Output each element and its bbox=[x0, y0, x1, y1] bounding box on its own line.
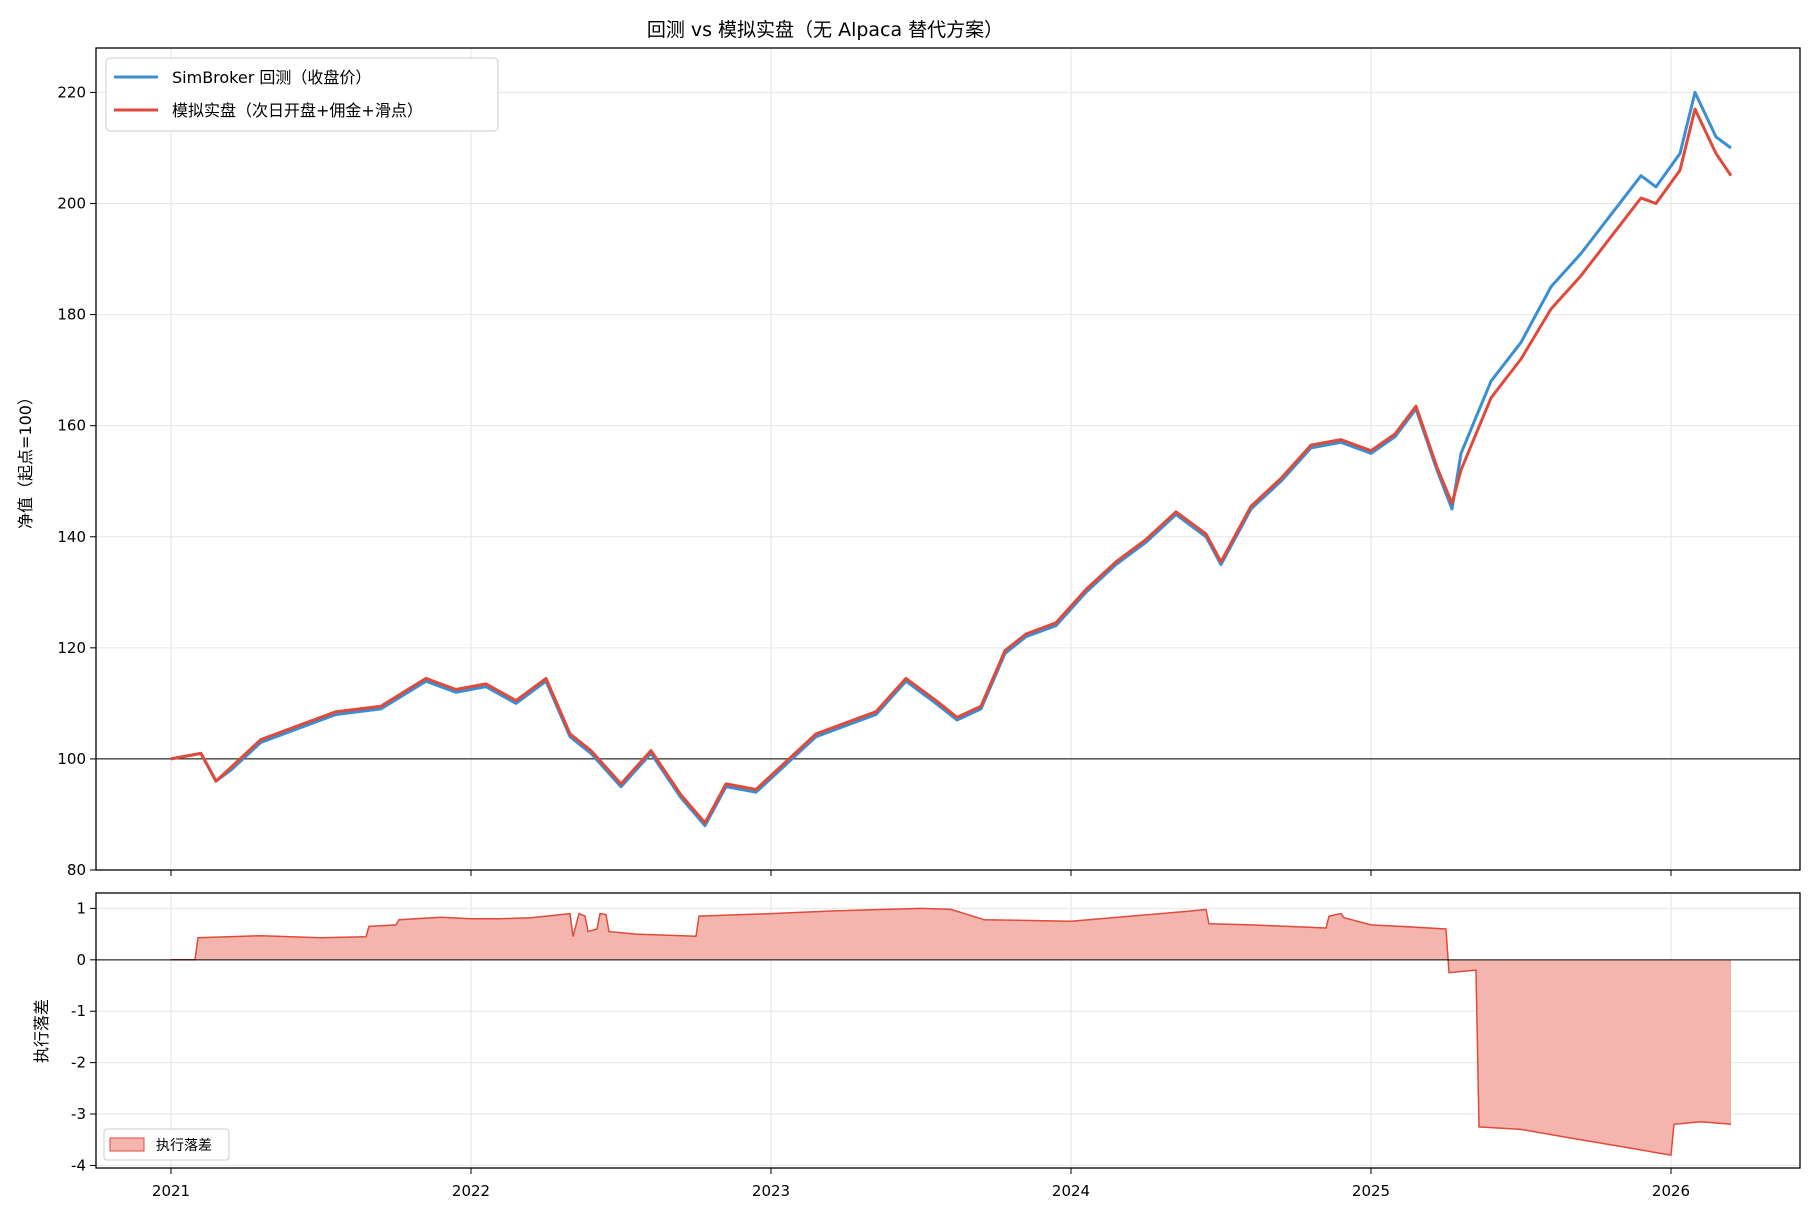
y-tick-label: -4 bbox=[71, 1156, 86, 1174]
y-tick-label: 200 bbox=[57, 195, 86, 213]
top-chart-title: 回测 vs 模拟实盘（无 Alpaca 替代方案） bbox=[647, 19, 1003, 41]
y-tick-label: 140 bbox=[57, 528, 86, 546]
legend-label-backtest: SimBroker 回测（收盘价） bbox=[172, 68, 371, 87]
gap-area-fill bbox=[171, 908, 1731, 1156]
bottom-plot-frame bbox=[95, 892, 1801, 1169]
top-x-axis bbox=[170, 870, 1672, 876]
y-tick-label: 180 bbox=[57, 306, 86, 324]
top-y-axis-label: 净值（起点=100） bbox=[16, 389, 35, 529]
bottom-legend: 执行落差 bbox=[103, 1128, 230, 1161]
top-plot-frame bbox=[95, 47, 1801, 871]
top-series-lines bbox=[170, 90, 1733, 828]
y-tick-label: 80 bbox=[67, 861, 86, 879]
bottom-area bbox=[171, 907, 1732, 1156]
gap-area-line bbox=[171, 907, 1732, 1156]
x-tick-label: 2023 bbox=[752, 1182, 790, 1200]
bottom-y-axis-label: 执行落差 bbox=[32, 999, 51, 1063]
legend-label-simulated: 模拟实盘（次日开盘+佣金+滑点） bbox=[172, 101, 423, 120]
series-line-simulated bbox=[170, 107, 1733, 825]
x-tick-label: 2025 bbox=[1352, 1182, 1390, 1200]
y-tick-label: 100 bbox=[57, 750, 86, 768]
y-tick-label: -1 bbox=[71, 1002, 86, 1020]
y-tick-label: 0 bbox=[76, 951, 86, 969]
x-tick-label: 2024 bbox=[1052, 1182, 1090, 1200]
bottom-legend-box bbox=[103, 1128, 230, 1161]
bottom-x-axis: 2021 2022 2023 2024 2025 2026 bbox=[152, 1168, 1690, 1200]
y-tick-label: -3 bbox=[71, 1105, 86, 1123]
y-tick-label: 120 bbox=[57, 639, 86, 657]
top-legend: SimBroker 回测（收盘价） 模拟实盘（次日开盘+佣金+滑点） bbox=[105, 57, 499, 132]
y-tick-label: 220 bbox=[57, 83, 86, 101]
x-tick-label: 2022 bbox=[452, 1182, 490, 1200]
top-y-axis: 80 100 120 140 160 180 200 220 bbox=[57, 83, 96, 879]
bottom-y-axis: 1 0 -1 -2 -3 -4 bbox=[71, 899, 96, 1174]
y-tick-label: 160 bbox=[57, 417, 86, 435]
y-tick-label: 1 bbox=[76, 899, 86, 917]
legend-label-gap: 执行落差 bbox=[156, 1138, 212, 1154]
x-tick-label: 2026 bbox=[1652, 1182, 1690, 1200]
legend-swatch-gap bbox=[109, 1137, 145, 1152]
top-legend-box bbox=[105, 57, 499, 132]
y-tick-label: -2 bbox=[71, 1054, 86, 1072]
x-tick-label: 2021 bbox=[152, 1182, 190, 1200]
